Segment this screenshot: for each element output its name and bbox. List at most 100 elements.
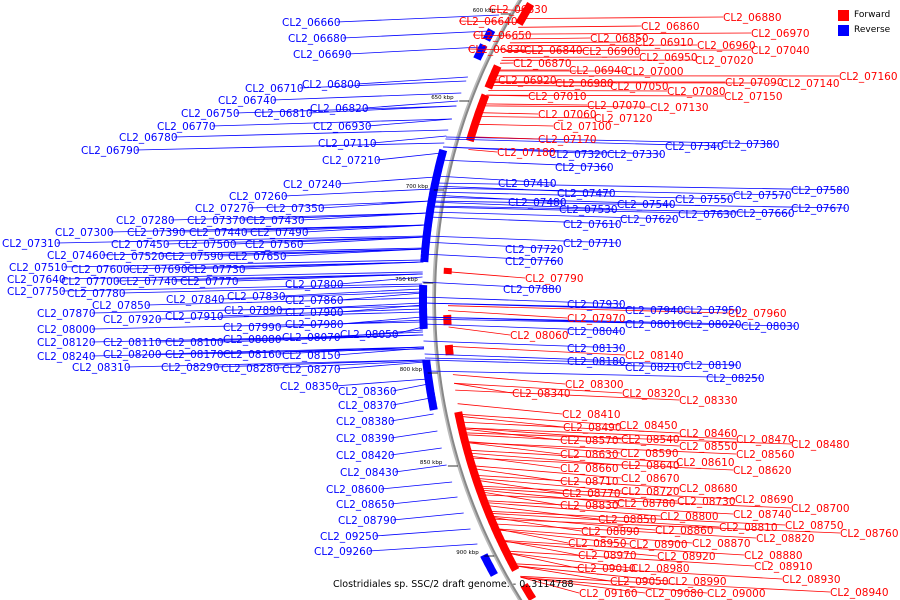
gene-label-cl2-06850: CL2_06850 (590, 33, 649, 45)
leader-line (480, 487, 678, 502)
gene-label-cl2-08020: CL2_08020 (683, 319, 742, 331)
gene-label-cl2-07990: CL2_07990 (223, 322, 282, 334)
leader-line (390, 496, 458, 505)
gene-label-cl2-07510: CL2_07510 (9, 262, 68, 274)
leader-line (520, 576, 646, 594)
leader-line (428, 211, 675, 220)
leader-line (356, 76, 468, 85)
leader-line (443, 146, 662, 155)
leader-line (466, 442, 561, 455)
leader-line (506, 550, 755, 567)
gene-label-cl2-08660: CL2_08660 (560, 463, 619, 475)
tick-label: 800 kbp (400, 367, 423, 373)
leader-line (472, 465, 622, 479)
leader-line (488, 90, 668, 92)
gene-label-cl2-08930: CL2_08930 (782, 574, 841, 586)
gene-label-cl2-08940: CL2_08940 (830, 587, 889, 599)
gene-label-cl2-07720: CL2_07720 (505, 244, 564, 256)
gene-label-cl2-07930: CL2_07930 (567, 299, 626, 311)
gene-label-cl2-07470: CL2_07470 (557, 188, 616, 200)
leader-line (490, 515, 656, 531)
leader-line (421, 296, 622, 305)
forward-gene-feature (465, 93, 490, 143)
gene-label-cl2-07840: CL2_07840 (166, 294, 225, 306)
leader-line (471, 136, 539, 140)
gene-label-cl2-07580: CL2_07580 (791, 185, 850, 197)
legend-forward-label: Forward (854, 10, 891, 20)
gene-label-cl2-06860: CL2_06860 (641, 21, 700, 33)
gene-label-cl2-08540: CL2_08540 (621, 434, 680, 446)
leader-line (505, 49, 752, 51)
leader-line (467, 48, 507, 50)
scale-tick-layer: 600 kbp 650 kbp 700 kbp 750 kbp 800 kbp 850 k… (395, 8, 511, 557)
gene-label-cl2-07000: CL2_07000 (625, 66, 684, 78)
leader-line (458, 20, 521, 23)
gene-label-cl2-07160: CL2_07160 (839, 71, 898, 83)
gene-label-cl2-07260: CL2_07260 (229, 191, 288, 203)
gene-label-cl2-08430: CL2_08430 (340, 467, 399, 479)
leader-line (523, 16, 724, 19)
gene-label-cl2-09250: CL2_09250 (320, 531, 379, 543)
leader-line (334, 378, 428, 387)
gene-label-cl2-09050: CL2_09050 (610, 576, 669, 588)
gene-label-cl2-07640: CL2_07640 (7, 274, 66, 286)
leader-line (157, 311, 423, 320)
leader-line (520, 576, 580, 594)
gene-label-cl2-07060: CL2_07060 (538, 109, 597, 121)
gene-label-cl2-06960: CL2_06960 (697, 40, 756, 52)
leader-line (486, 94, 725, 97)
gene-label-cl2-07870: CL2_07870 (37, 308, 96, 320)
leader-line (372, 135, 447, 144)
leader-line (431, 194, 563, 203)
leader-line (91, 305, 423, 314)
gene-label-cl2-07800: CL2_07800 (285, 279, 344, 291)
leader-line (469, 455, 561, 469)
gene-label-cl2-08990: CL2_08990 (668, 576, 727, 588)
leader-line (462, 427, 622, 440)
leader-line (439, 159, 610, 168)
leader-line (422, 318, 796, 327)
tick-label: 600 kbp (473, 8, 496, 14)
leader-line (364, 100, 459, 109)
gene-label-cl2-06790: CL2_06790 (81, 145, 140, 157)
gene-label-cl2-07140: CL2_07140 (781, 78, 840, 90)
gene-label-cl2-08320: CL2_08320 (622, 388, 681, 400)
gene-label-cl2-07610: CL2_07610 (563, 219, 622, 231)
gene-label-cl2-08620: CL2_08620 (733, 465, 792, 477)
gene-label-cl2-08860: CL2_08860 (655, 525, 714, 537)
gene-label-cl2-08700: CL2_08700 (791, 503, 850, 515)
gene-label-cl2-07080: CL2_07080 (667, 86, 726, 98)
gene-label-cl2-08420: CL2_08420 (336, 450, 395, 462)
leader-line (461, 421, 680, 434)
gene-label-cl2-08180: CL2_08180 (567, 356, 626, 368)
tick-label: 750 kbp (395, 277, 418, 283)
gene-label-cl2-07750: CL2_07750 (7, 286, 66, 298)
gene-label-cl2-08970: CL2_08970 (578, 550, 637, 562)
gene-label-cl2-07770: CL2_07770 (180, 276, 239, 288)
gene-label-cl2-08490: CL2_08490 (563, 422, 622, 434)
leader-line (429, 206, 733, 215)
leader-line (445, 138, 720, 147)
gene-label-cl2-08730: CL2_08730 (677, 496, 736, 508)
gene-label-cl2-08640: CL2_08640 (621, 460, 680, 472)
gene-label-cl2-06950: CL2_06950 (639, 52, 698, 64)
gene-label-cl2-06880: CL2_06880 (723, 12, 782, 24)
gene-label-cl2-07570: CL2_07570 (733, 190, 792, 202)
gene-label-cl2-06840: CL2_06840 (524, 45, 583, 57)
gene-label-cl2-06780: CL2_06780 (119, 132, 178, 144)
leader-line (434, 182, 846, 191)
leader-line (241, 212, 429, 221)
gene-label-cl2-08480: CL2_08480 (791, 439, 850, 451)
gene-label-cl2-06770: CL2_06770 (157, 121, 216, 133)
leader-line (475, 475, 680, 489)
leader-line (91, 321, 423, 330)
forward-gene-feature (520, 582, 537, 600)
leader-line (380, 481, 453, 490)
leader-line (424, 241, 560, 250)
gene-label-cl2-07110: CL2_07110 (318, 138, 377, 150)
gene-label-cl2-07620: CL2_07620 (620, 214, 679, 226)
leader-line (283, 188, 434, 197)
leader-line (465, 441, 621, 454)
leader-line (392, 383, 429, 392)
